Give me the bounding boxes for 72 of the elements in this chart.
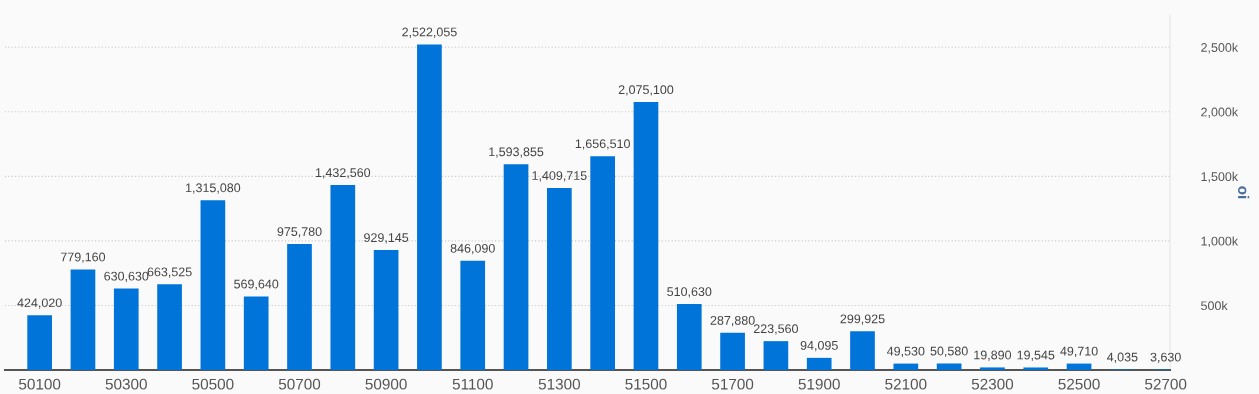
bar	[113, 288, 139, 370]
bar	[287, 244, 312, 370]
data-label: 19,545	[1017, 350, 1055, 361]
x-tick-label: 50900	[365, 378, 407, 390]
x-tick-label: 52100	[885, 378, 927, 390]
bar	[1066, 363, 1092, 370]
data-label: 510,630	[667, 287, 712, 298]
data-label: 975,780	[277, 227, 322, 238]
bar	[460, 260, 486, 370]
x-tick-label: 50300	[105, 378, 147, 390]
data-label: 287,880	[710, 315, 755, 327]
bar	[806, 357, 832, 370]
data-label: 1,656,510	[575, 139, 630, 150]
bar	[503, 164, 529, 370]
data-label: 2,522,055	[402, 27, 457, 38]
x-tick-label: 51500	[625, 378, 667, 390]
data-label: 1,593,855	[489, 147, 544, 158]
data-label: 424,020	[17, 298, 62, 309]
bar	[200, 200, 226, 370]
y-tick-label: 2,500k	[1201, 42, 1239, 54]
x-tick-label: 51100	[452, 378, 493, 390]
bar	[936, 363, 962, 370]
bar	[720, 332, 745, 370]
y-tick-label: 500k	[1201, 300, 1228, 311]
bar	[547, 188, 572, 370]
bar	[590, 156, 615, 370]
bar	[417, 44, 442, 370]
data-label: 223,560	[753, 324, 798, 335]
bar	[980, 367, 1005, 370]
bar	[763, 341, 789, 370]
data-label: 299,925	[840, 314, 885, 325]
bar	[633, 102, 659, 370]
x-tick-label: 50700	[278, 378, 321, 390]
bar	[27, 315, 52, 370]
data-label: 630,630	[104, 271, 149, 283]
bar	[1023, 367, 1049, 370]
data-label: 3,630	[1150, 352, 1181, 363]
y-axis-title: oi	[1237, 186, 1250, 199]
data-label: 4,035	[1107, 352, 1138, 363]
x-tick-label: 52700	[1145, 378, 1187, 390]
y-tick-label: 2,000k	[1201, 107, 1239, 118]
data-label: 1,315,080	[186, 183, 241, 194]
data-label: 846,090	[450, 243, 495, 255]
data-label: 94,095	[800, 340, 838, 352]
data-label: 663,525	[147, 267, 192, 278]
x-tick-label: 52300	[971, 378, 1014, 390]
x-tick-label: 50500	[192, 378, 234, 390]
bar	[676, 304, 702, 370]
data-label: 49,530	[886, 346, 925, 358]
x-tick-label: 51300	[538, 378, 580, 390]
y-tick-label: 1,500k	[1201, 171, 1239, 183]
x-tick-label: 52500	[1058, 378, 1100, 390]
bar	[243, 296, 269, 370]
data-label: 569,640	[234, 279, 279, 290]
bar	[70, 269, 96, 370]
bar	[850, 331, 875, 370]
x-tick-label: 51700	[711, 378, 754, 390]
data-label: 49,710	[1060, 346, 1098, 358]
y-tick-label: 1,000k	[1201, 236, 1239, 248]
bar	[330, 185, 356, 370]
data-label: 779,160	[61, 252, 106, 263]
x-tick-label: 50100	[19, 378, 61, 390]
bar	[157, 284, 182, 370]
data-label: 2,075,100	[618, 85, 674, 96]
bar	[373, 250, 399, 370]
data-label: 1,409,715	[532, 171, 587, 182]
x-tick-label: 51900	[798, 378, 840, 390]
bar	[893, 363, 919, 370]
data-label: 929,145	[364, 233, 409, 244]
data-label: 19,890	[974, 350, 1012, 361]
data-label: 1,432,560	[315, 168, 371, 179]
data-label: 50,580	[930, 346, 968, 357]
